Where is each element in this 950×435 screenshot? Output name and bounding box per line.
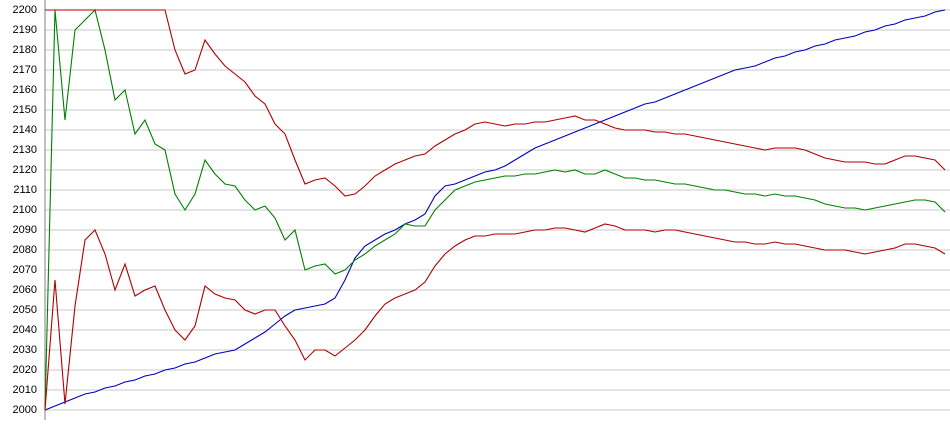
y-tick-label: 2140 xyxy=(13,124,37,136)
y-tick-label: 2070 xyxy=(13,264,37,276)
y-tick-label: 2000 xyxy=(13,404,37,416)
y-tick-label: 2190 xyxy=(13,24,37,36)
series-line xyxy=(45,9,946,197)
y-tick-label: 2120 xyxy=(13,164,37,176)
y-tick-label: 2200 xyxy=(13,4,37,16)
y-tick-label: 2050 xyxy=(13,304,37,316)
y-tick-label: 2020 xyxy=(13,364,37,376)
y-tick-label: 2180 xyxy=(13,44,37,56)
y-tick-label: 2130 xyxy=(13,144,37,156)
series-line xyxy=(44,223,946,411)
y-tick-label: 2010 xyxy=(13,384,37,396)
y-tick-label: 2040 xyxy=(13,324,37,336)
y-tick-label: 2150 xyxy=(13,104,37,116)
y-tick-label: 2110 xyxy=(13,184,37,196)
y-tick-label: 2080 xyxy=(13,244,37,256)
y-tick-label: 2090 xyxy=(13,224,37,236)
series-line xyxy=(44,8,946,411)
y-tick-label: 2160 xyxy=(13,84,37,96)
y-tick-label: 2170 xyxy=(13,64,37,76)
y-tick-label: 2060 xyxy=(13,284,37,296)
series-line xyxy=(44,9,946,411)
y-tick-label: 2030 xyxy=(13,344,37,356)
y-tick-label: 2100 xyxy=(13,204,37,216)
